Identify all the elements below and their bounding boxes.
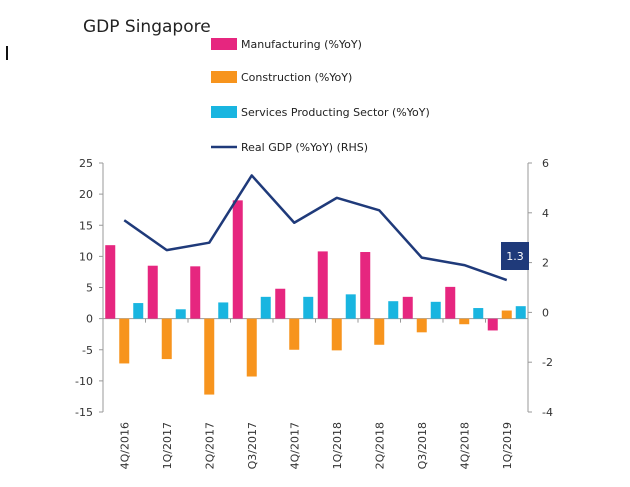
bar-series0-3 xyxy=(232,200,243,319)
right-tick-label: 6 xyxy=(542,157,549,170)
bar-series1-8 xyxy=(459,318,470,325)
category-label-9: 1Q/2019 xyxy=(501,422,514,469)
bar-series2-5 xyxy=(345,294,356,319)
category-label-2: 2Q/2017 xyxy=(203,422,216,469)
right-tick-label: -4 xyxy=(542,406,553,419)
legend-label-0: Manufacturing (%YoY) xyxy=(241,38,362,51)
bar-series2-8 xyxy=(473,308,484,319)
legend-swatch-0 xyxy=(211,38,237,50)
category-label-6: 2Q/2018 xyxy=(373,422,386,469)
bar-series0-8 xyxy=(445,286,456,319)
bar-series0-0 xyxy=(105,245,116,319)
bar-series1-5 xyxy=(331,318,342,351)
bar-series1-3 xyxy=(246,318,257,377)
left-tick-label: 0 xyxy=(86,313,93,326)
bar-series0-7 xyxy=(402,296,413,319)
bar-series0-5 xyxy=(317,251,328,319)
bar-series0-9 xyxy=(487,318,498,331)
bar-series1-0 xyxy=(119,318,130,364)
bar-series1-9 xyxy=(501,310,512,319)
category-label-5: 1Q/2018 xyxy=(331,422,344,469)
left-tick-label: 15 xyxy=(79,219,93,232)
bar-series1-1 xyxy=(161,318,172,360)
right-tick-label: -2 xyxy=(542,356,553,369)
left-tick-label: 10 xyxy=(79,250,93,263)
bar-series0-1 xyxy=(147,265,158,319)
category-label-0: 4Q/2016 xyxy=(118,422,131,469)
legend-label-2: Services Producting Sector (%YoY) xyxy=(241,106,430,119)
legend-label-1: Construction (%YoY) xyxy=(241,71,352,84)
left-tick-label: 5 xyxy=(86,282,93,295)
gdp-line xyxy=(123,174,508,282)
bar-series1-7 xyxy=(416,318,427,333)
right-tick-label: 0 xyxy=(542,306,549,319)
bar-series2-2 xyxy=(218,302,229,319)
bar-series2-6 xyxy=(388,301,399,319)
bar-series0-4 xyxy=(275,288,286,319)
bar-series2-9 xyxy=(515,306,526,319)
bar-series2-4 xyxy=(303,296,314,319)
bar-series0-6 xyxy=(360,252,371,319)
bar-series1-6 xyxy=(374,318,385,345)
annotation-box xyxy=(501,242,529,270)
legend-swatch-1 xyxy=(211,71,237,83)
annotation-label: 1.3 xyxy=(506,250,524,263)
category-label-3: Q3/2017 xyxy=(246,422,259,469)
bar-series2-3 xyxy=(260,296,271,319)
left-tick-label: -10 xyxy=(75,375,93,388)
category-label-4: 4Q/2017 xyxy=(288,422,301,469)
text-cursor xyxy=(6,46,8,60)
legend-swatch-2 xyxy=(211,106,237,118)
bar-series2-7 xyxy=(430,301,441,319)
category-label-8: 4Q/2018 xyxy=(458,422,471,469)
bar-series2-1 xyxy=(175,309,186,319)
bar-series1-4 xyxy=(289,318,300,350)
legend-label-3: Real GDP (%YoY) (RHS) xyxy=(241,141,368,154)
right-tick-label: 2 xyxy=(542,257,549,270)
bar-series0-2 xyxy=(190,266,201,319)
left-tick-label: -5 xyxy=(82,344,93,357)
left-tick-label: 20 xyxy=(79,188,93,201)
bar-series1-2 xyxy=(204,318,215,395)
category-label-7: Q3/2018 xyxy=(416,422,429,469)
left-tick-label: 25 xyxy=(79,157,93,170)
category-label-1: 1Q/2017 xyxy=(161,422,174,469)
left-tick-label: -15 xyxy=(75,406,93,419)
chart-title: GDP Singapore xyxy=(83,17,211,37)
bar-series2-0 xyxy=(133,303,144,319)
right-tick-label: 4 xyxy=(542,207,549,220)
